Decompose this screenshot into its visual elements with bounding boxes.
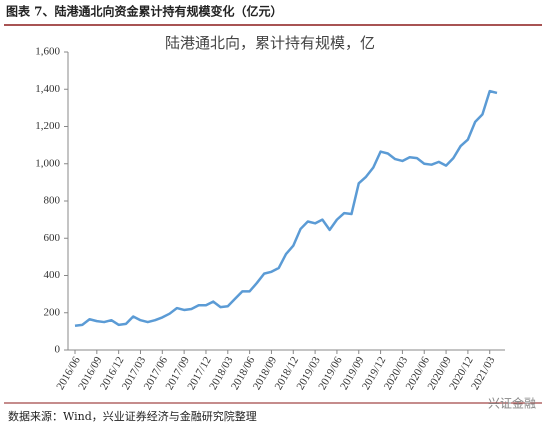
y-tick-label: 1,000: [35, 157, 60, 169]
y-tick-label: 0: [55, 344, 61, 356]
y-tick-label: 1,400: [35, 83, 60, 95]
chart-title: 陆港通北向，累计持有规模，亿: [165, 34, 375, 52]
y-tick-label: 1,200: [35, 120, 60, 132]
y-tick-label: 400: [44, 269, 61, 281]
y-tick-label: 800: [44, 195, 61, 207]
line: [74, 89, 498, 328]
y-tick-label: 200: [44, 306, 61, 318]
y-tick-label: 1,600: [35, 46, 60, 58]
header: 图表 7、陆港通北向资金累计持有规模变化（亿元）: [6, 4, 283, 19]
watermark: 兴证金融: [488, 396, 536, 411]
footer: 数据来源：Wind，兴业证券经济与金融研究院整理: [8, 409, 257, 423]
y-tick-label: 600: [44, 232, 61, 244]
